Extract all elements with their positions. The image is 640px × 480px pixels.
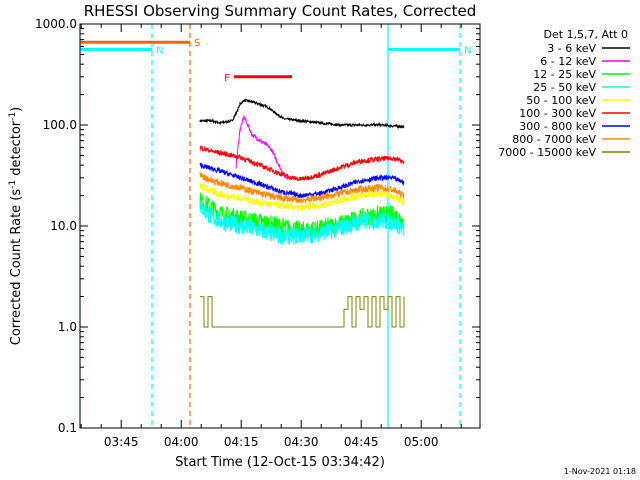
series-lines [199,98,405,328]
series-line-50-100-kev [199,182,405,212]
series-line-300-800-kev [199,162,405,199]
legend-label-12-25-kev: 12 - 25 keV [533,68,596,81]
footer-timestamp: 1-Nov-2021 01:18 [564,467,636,476]
state-bar-label-s: S [194,38,200,49]
y-axis-title-part-1: Corrected Count Rate (s [9,189,24,346]
y-axis-title: Corrected Count Rate (s-1 detector-1) [8,107,24,345]
axes: 1000.0 100.0 10.0 1.0 0.1 03:45 04:00 04:15 04:3… [35,17,480,449]
legend-label-7000-15000-kev: 7000 - 15000 keV [498,146,596,159]
series-line-25-50-kev [199,198,405,245]
x-tick-label: 04:45 [344,435,379,449]
legend-label-300-800-kev: 300 - 800 keV [519,120,596,133]
y-tick-label: 10.0 [50,219,77,233]
x-tick-label: 05:00 [404,435,439,449]
series-line-3-6-kev [199,98,405,130]
x-tick-label: 04:15 [224,435,259,449]
y-axis-title-part-3: ) [9,107,24,112]
legend-label-50-100-kev: 50 - 100 keV [526,94,596,107]
series-line-7000-15000-kev [200,296,405,328]
legend-label-800-7000-kev: 800 - 7000 keV [512,133,596,146]
y-tick-label: 0.1 [58,421,77,435]
legend-label-3-6-kev: 3 - 6 keV [547,42,596,55]
y-axis-title-sup-2: -1 [8,112,18,121]
x-tick-label: 04:00 [164,435,199,449]
legend-header: Det 1,5,7, Att 0 [544,28,628,41]
x-axis-title: Start Time (12-Oct-15 03:34:42) [175,455,385,470]
state-bar-label-n: N [464,45,471,56]
state-bar-label-f: F [224,73,230,84]
y-tick-label: 1000.0 [35,17,77,31]
legend-label-6-12-kev: 6 - 12 keV [540,55,596,68]
chart-title: RHESSI Observing Summary Count Rates, Co… [84,2,477,20]
series-line-800-7000-kev [199,171,405,205]
series-line-100-300-kev [199,144,405,182]
y-axis-title-part-2: detector [9,120,24,180]
legend-label-100-300-kev: 100 - 300 keV [519,107,596,120]
x-tick-label: 03:45 [104,435,139,449]
series-line-6-12-kev [235,115,289,181]
x-tick-label: 04:30 [284,435,319,449]
legend-label-25-50-kev: 25 - 50 keV [533,81,596,94]
y-tick-label: 100.0 [43,118,77,132]
state-bars: S N N F [80,38,471,84]
y-tick-label: 1.0 [58,320,77,334]
state-bar-label-n: N [156,45,163,56]
y-axis-title-sup-1: -1 [8,180,18,189]
